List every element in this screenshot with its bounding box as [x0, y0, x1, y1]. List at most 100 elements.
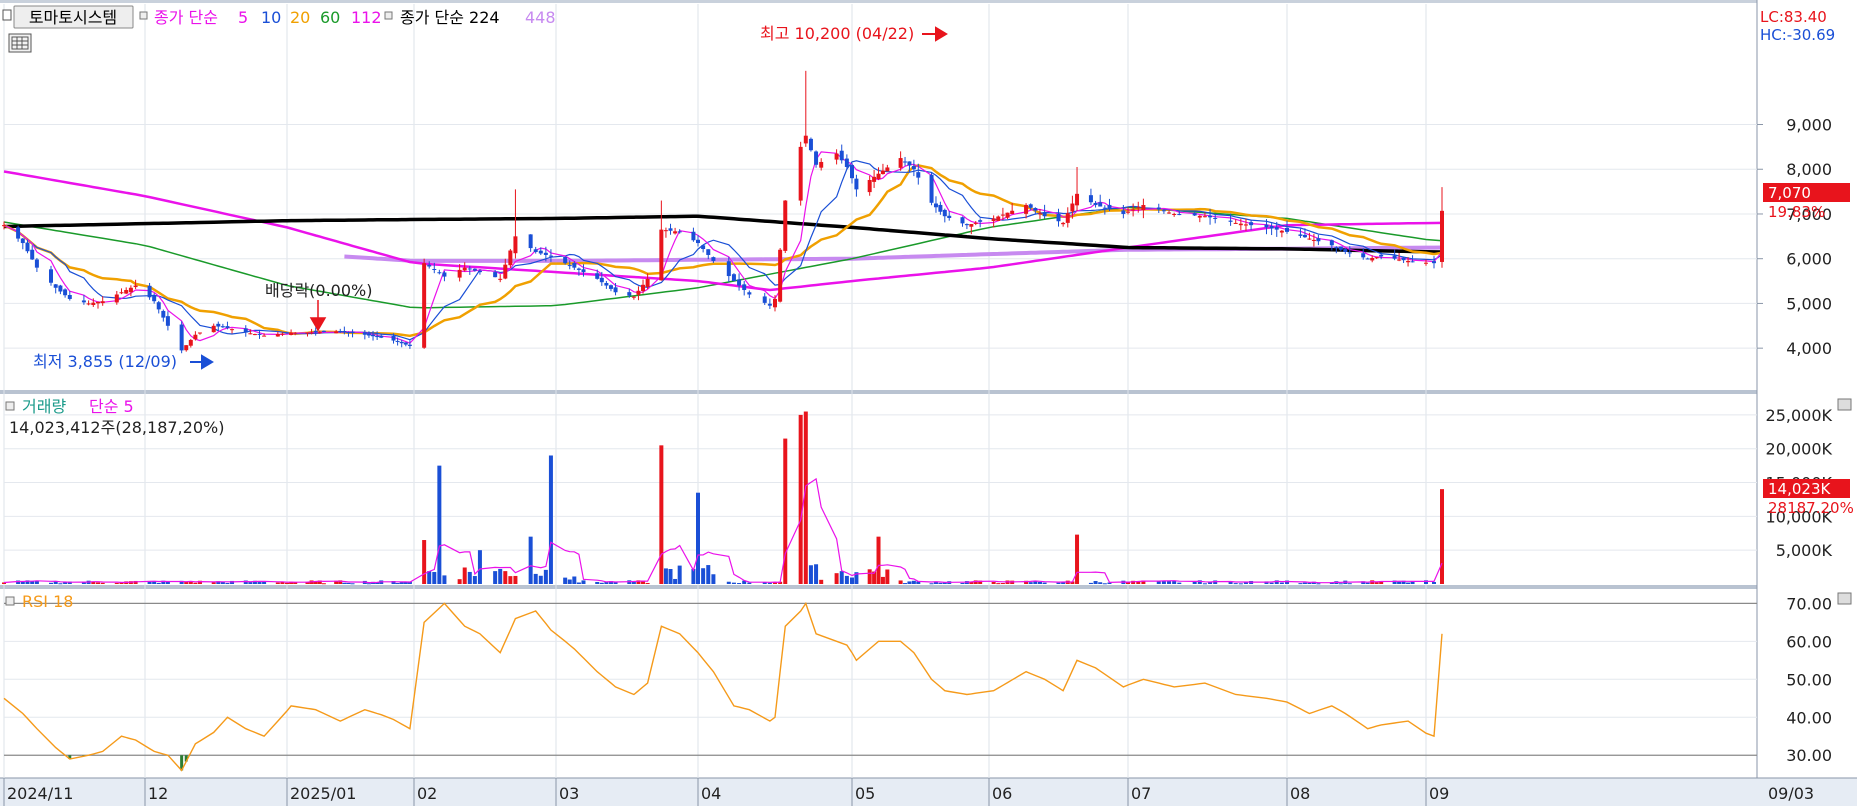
volume-bar [366, 583, 371, 585]
volume-bar [1379, 581, 1384, 584]
ma-label: 종가 단순 [154, 8, 218, 27]
volume-bar [903, 583, 908, 585]
volume-bar [1365, 582, 1370, 584]
volume-bar [391, 581, 396, 584]
volume-bar [184, 582, 189, 584]
volume-bar [179, 580, 184, 584]
volume-bar [1126, 581, 1130, 584]
candle-body [248, 333, 253, 335]
volume-bar [1432, 582, 1436, 584]
volume-bar [834, 573, 839, 584]
candle-body [467, 268, 472, 270]
candle-body [498, 278, 503, 280]
candle-body [275, 334, 280, 337]
candle-body [929, 174, 934, 203]
volume-bar [1136, 581, 1141, 584]
candle-body [119, 292, 124, 294]
volume-bar [783, 438, 788, 584]
volume-bar [814, 564, 819, 584]
stock-select-button[interactable] [13, 5, 134, 29]
candle-body [193, 334, 198, 340]
candle-body [1161, 210, 1166, 212]
volume-bar [1156, 580, 1161, 584]
volume-bar [773, 582, 777, 584]
candle-body [1329, 240, 1334, 246]
candle-body [947, 215, 952, 218]
volume-bar [1228, 581, 1233, 584]
volume-bar [467, 571, 472, 584]
volume-bar [747, 582, 752, 584]
candle-body [839, 150, 844, 161]
panel-divider[interactable] [0, 585, 1857, 589]
volume-bar [257, 582, 262, 584]
candle-body [773, 298, 777, 308]
candle-body [53, 284, 58, 288]
candle-body [1131, 209, 1136, 211]
high-annotation: 최고 10,200 (04/22) [760, 24, 914, 43]
volume-bar [334, 580, 339, 584]
panel-menu-icon[interactable] [2, 9, 12, 21]
candle-body [850, 165, 854, 179]
candle-body [1028, 204, 1033, 208]
volume-bar [432, 572, 437, 584]
candle-body [696, 239, 700, 244]
volume-menu-icon[interactable] [5, 401, 15, 411]
rsi-menu-icon[interactable] [5, 596, 15, 606]
date-label: 06 [992, 784, 1012, 803]
candle-body [280, 333, 285, 335]
candle-body [457, 269, 462, 278]
volume-bar [1302, 582, 1307, 584]
candle-body [133, 285, 138, 288]
panel-divider[interactable] [0, 390, 1857, 394]
candle-body [86, 303, 91, 305]
volume-bar [147, 581, 152, 584]
volume-bar [548, 455, 553, 584]
candle-body [911, 166, 916, 170]
ma-long-settings-icon[interactable] [384, 11, 393, 20]
volume-bar [1298, 583, 1303, 585]
ma-settings-icon[interactable] [139, 11, 148, 20]
volume-bar [305, 581, 310, 584]
rsi-close-icon[interactable] [1837, 592, 1852, 605]
candle-body [872, 176, 877, 182]
data-table-icon[interactable] [8, 33, 32, 53]
candle-body [608, 285, 613, 289]
volume-bar [317, 580, 322, 584]
volume-bar [280, 581, 285, 584]
candle-body [179, 324, 184, 351]
volume-bar [119, 582, 124, 584]
candle-body [100, 301, 105, 304]
candle-body [114, 294, 119, 303]
volume-bar [645, 582, 650, 584]
candle-body [880, 170, 885, 175]
candle-body [1401, 257, 1406, 261]
candle-body [1285, 227, 1289, 232]
candle-body [778, 249, 783, 302]
volume-bar [30, 581, 35, 584]
candle-body [1370, 257, 1375, 261]
date-label: 07 [1131, 784, 1151, 803]
axis-labels: 2024/11 12 2025/01 02 03 04 05 06 07 08 09 4,000 5,0… [3, 116, 1833, 806]
volume-close-icon[interactable] [1837, 398, 1852, 411]
price-tick-label: 4,000 [1786, 339, 1832, 358]
volume-bar [114, 582, 119, 584]
low-arrow-icon [190, 354, 214, 370]
volume-bar [457, 579, 462, 584]
candle-body [147, 285, 152, 298]
volume-bar [1093, 581, 1098, 584]
volume-bar [711, 574, 716, 584]
volume-bar [1347, 583, 1352, 585]
volume-bar [1088, 582, 1093, 584]
stock-name: 토마토시스템 [29, 8, 117, 27]
high-arrow-icon [922, 26, 948, 42]
candle-body [645, 278, 650, 287]
volume-bar [528, 536, 533, 584]
volume-bar [867, 569, 872, 584]
candle-body [1102, 207, 1107, 209]
candle-body [907, 161, 912, 166]
candle-body [161, 310, 166, 318]
volume-bar [442, 575, 447, 584]
candle-body [691, 231, 696, 241]
